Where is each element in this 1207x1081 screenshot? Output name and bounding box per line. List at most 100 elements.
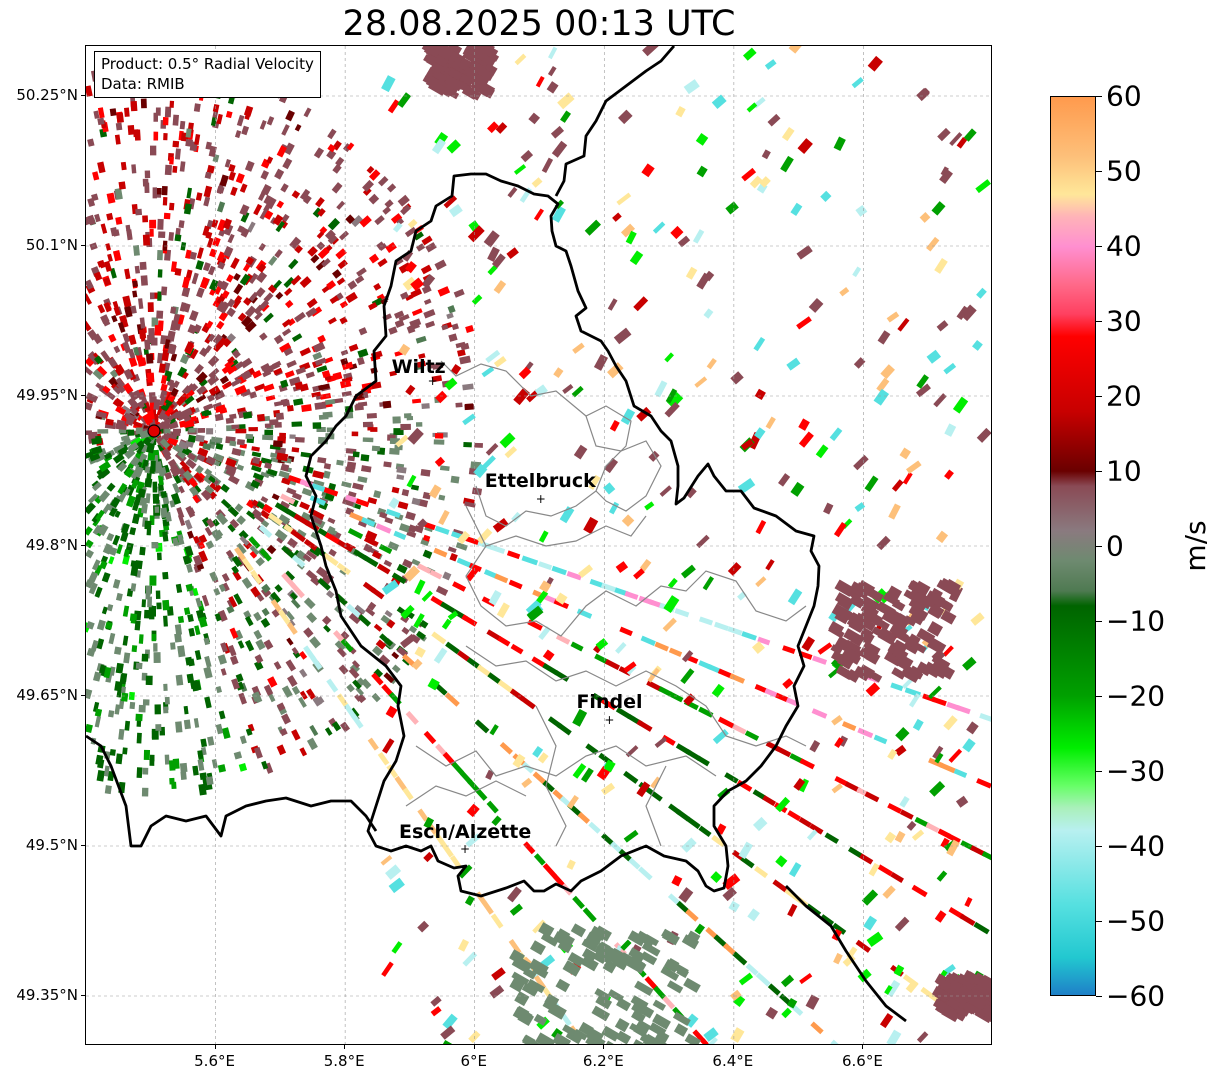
radar-echo — [253, 746, 263, 759]
radar-echo — [916, 1031, 929, 1043]
radar-echo — [755, 519, 767, 535]
radar-echo — [438, 494, 446, 501]
colorbar-tick-label: −60 — [1106, 979, 1166, 1013]
radar-echo — [291, 421, 303, 427]
radar-echo — [486, 629, 501, 641]
radar-echo — [124, 268, 131, 280]
radar-echo — [546, 81, 559, 94]
radar-echo — [467, 225, 485, 243]
radar-echo — [103, 302, 112, 313]
radar-echo — [202, 443, 212, 451]
radar-echo — [175, 227, 181, 235]
radar-echo — [103, 260, 112, 272]
radar-echo — [227, 506, 240, 518]
radar-echo — [798, 817, 812, 828]
radar-echo — [506, 247, 519, 260]
radar-echo — [781, 1007, 792, 1019]
radar-echo — [137, 488, 146, 500]
radar-echo — [781, 126, 795, 142]
radar-echo — [386, 764, 399, 779]
radar-echo — [203, 196, 211, 207]
radar-echo — [884, 831, 897, 844]
radar-echo — [185, 583, 194, 592]
radar-echo — [450, 364, 462, 375]
radar-echo — [939, 762, 956, 774]
radar-echo — [976, 287, 987, 299]
radar-echo — [327, 517, 336, 524]
radar-echo — [366, 412, 377, 419]
radar-echo — [229, 655, 239, 666]
radar-echo — [506, 550, 521, 560]
radar-echo — [326, 280, 337, 290]
germany-france-border — [785, 885, 907, 1023]
radar-echo — [299, 668, 308, 678]
radar-echo — [418, 353, 426, 359]
radar-echo — [497, 635, 511, 647]
radar-echo — [122, 635, 129, 646]
radar-echo — [244, 160, 255, 172]
radar-echo — [490, 913, 504, 929]
radar-echo — [241, 557, 254, 572]
radar-echo — [215, 685, 223, 694]
radar-echo — [421, 403, 430, 410]
radar-echo — [894, 916, 910, 932]
radar-echo — [415, 630, 427, 640]
radar-echo — [370, 587, 385, 600]
radar-echo — [812, 655, 828, 665]
radar-echo — [532, 746, 544, 758]
radar-echo — [132, 290, 138, 298]
radar-echo — [740, 438, 754, 451]
radar-echo — [858, 617, 876, 632]
radar-echo — [759, 176, 771, 188]
radar-echo — [207, 374, 220, 386]
radar-echo — [279, 500, 290, 511]
radar-echo — [588, 474, 601, 490]
radar-echo — [542, 649, 555, 662]
radar-echo — [754, 684, 768, 694]
radar-echo — [431, 375, 443, 383]
lon-tick-label: 6°E — [460, 1052, 487, 1070]
radar-map[interactable]: + + + + — [85, 45, 992, 1045]
radar-echo — [384, 199, 394, 209]
radar-echo — [388, 877, 405, 894]
radar-echo — [730, 371, 744, 385]
radar-echo — [765, 1006, 779, 1020]
radar-echo — [361, 516, 376, 527]
radar-echo — [955, 795, 969, 808]
radar-echo — [279, 493, 296, 505]
radar-echo — [265, 394, 276, 402]
radar-echo — [142, 436, 152, 446]
radar-echo — [356, 677, 366, 687]
radar-echo — [949, 132, 963, 146]
radar-echo — [179, 161, 186, 172]
radar-echo — [397, 194, 410, 207]
radar-echo — [928, 685, 942, 700]
radar-echo — [835, 655, 849, 666]
radar-echo — [485, 349, 501, 364]
radar-echo — [368, 253, 380, 264]
radar-echo — [431, 138, 446, 155]
radar-echo — [216, 300, 228, 313]
radar-echo — [474, 719, 490, 734]
radar-echo — [666, 980, 684, 994]
radar-echo — [507, 886, 522, 903]
radar-echo — [897, 317, 910, 332]
radar-echo — [190, 680, 198, 690]
radar-echo — [130, 305, 137, 314]
radar-echo — [251, 692, 261, 703]
radar-echo — [131, 645, 138, 653]
radar-echo — [252, 472, 265, 481]
radar-echo — [317, 696, 325, 704]
radar-echo — [212, 103, 220, 113]
radar-echo — [243, 297, 252, 306]
radar-echo — [198, 616, 208, 628]
radar-echo — [244, 305, 257, 318]
radar-echo — [905, 979, 919, 994]
radar-echo — [383, 672, 395, 684]
radar-echo — [362, 437, 374, 443]
radar-echo — [613, 327, 632, 345]
radar-echo — [86, 539, 94, 549]
radar-echo — [851, 77, 864, 89]
radar-echo — [345, 291, 358, 304]
radar-echo — [157, 218, 164, 230]
